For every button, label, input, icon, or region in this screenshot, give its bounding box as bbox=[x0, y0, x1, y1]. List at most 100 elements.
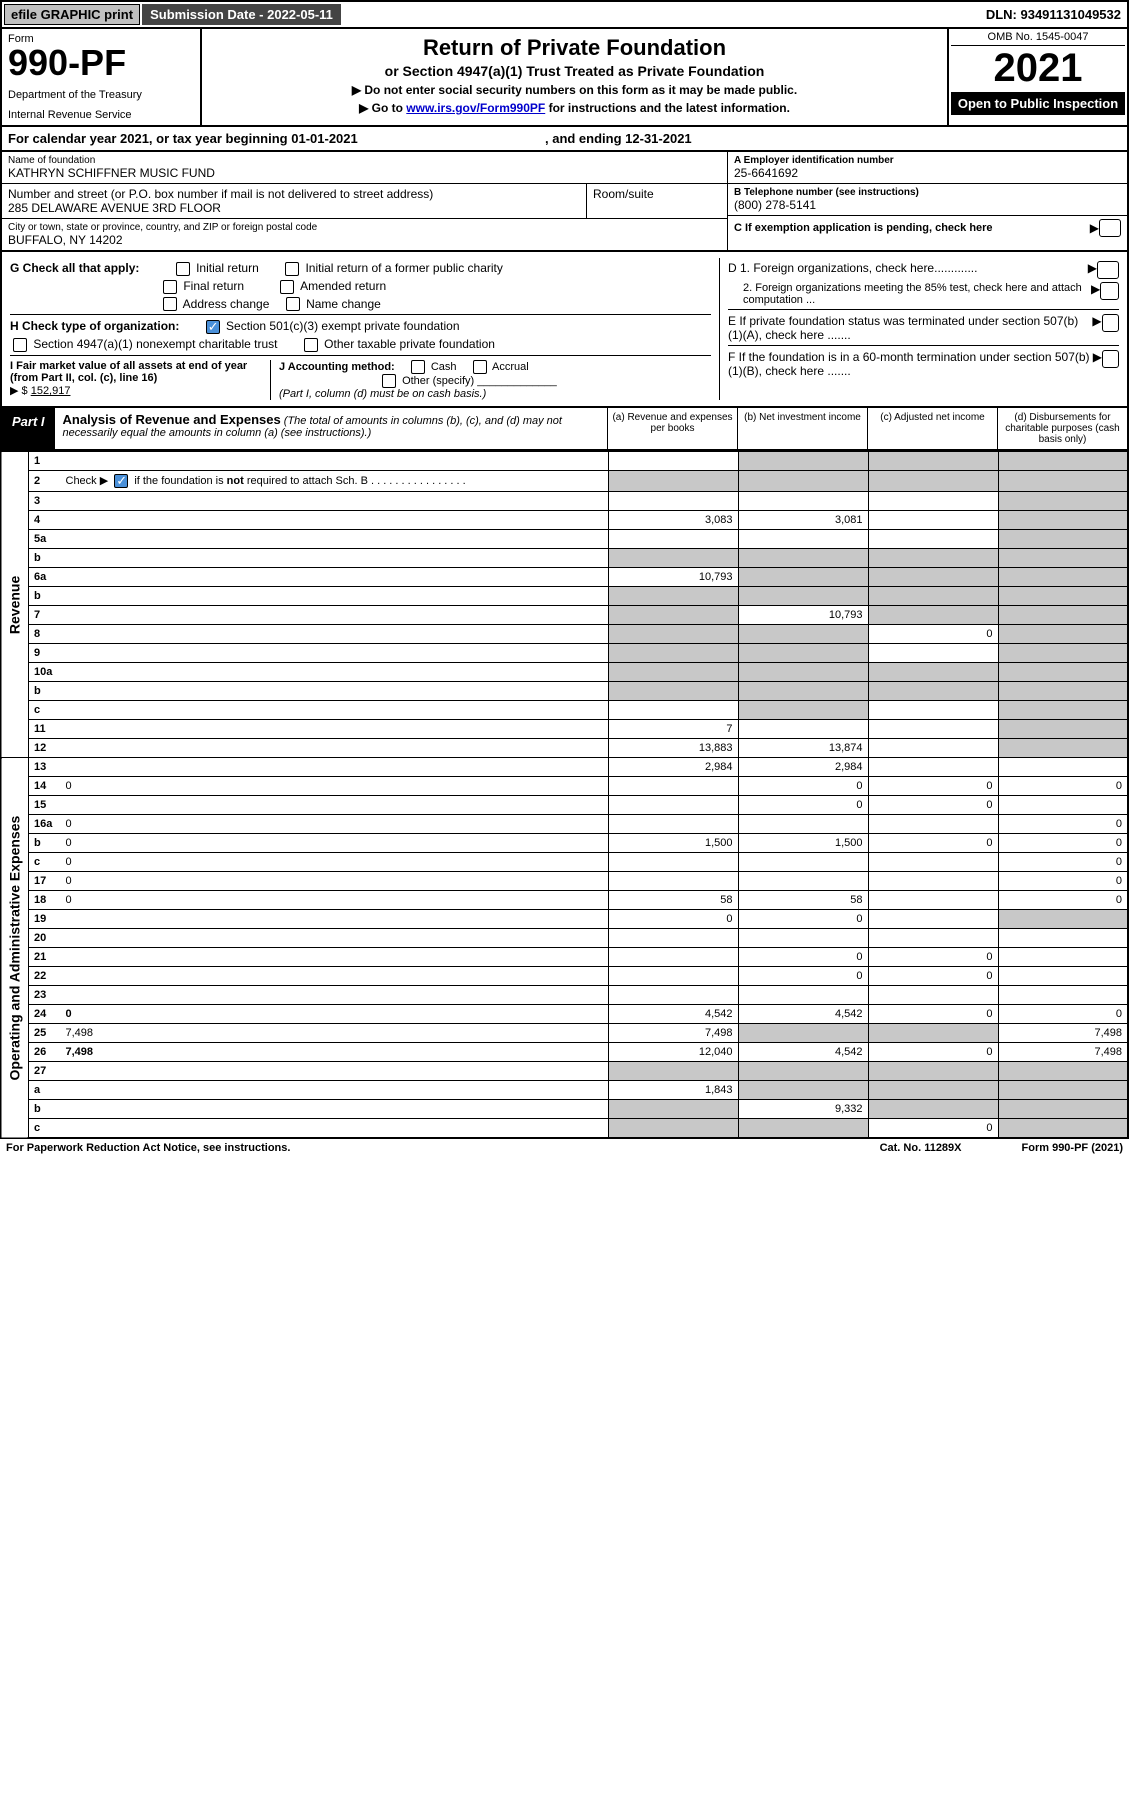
amount-cell bbox=[738, 1062, 868, 1081]
header-left: Form 990-PF Department of the Treasury I… bbox=[2, 29, 202, 125]
line-number: 27 bbox=[29, 1062, 61, 1081]
table-row: b bbox=[1, 682, 1128, 701]
amount-cell bbox=[998, 568, 1128, 587]
cb-name-change[interactable] bbox=[286, 297, 300, 311]
cb-address-change[interactable] bbox=[163, 297, 177, 311]
table-row: b9,332 bbox=[1, 1100, 1128, 1119]
line-number: 12 bbox=[29, 739, 61, 758]
table-row: c bbox=[1, 701, 1128, 720]
cb-initial-return[interactable] bbox=[176, 262, 190, 276]
line-number: 13 bbox=[29, 758, 61, 777]
cb-cash[interactable] bbox=[411, 360, 425, 374]
cb-initial-former[interactable] bbox=[285, 262, 299, 276]
amount-cell bbox=[998, 701, 1128, 720]
amount-cell: 0 bbox=[998, 815, 1128, 834]
telephone: (800) 278-5141 bbox=[734, 198, 1121, 212]
dln: DLN: 93491131049532 bbox=[980, 5, 1127, 24]
line-desc bbox=[61, 1081, 609, 1100]
amount-cell bbox=[738, 872, 868, 891]
line-number: 8 bbox=[29, 625, 61, 644]
part-i-label: Part I bbox=[2, 408, 55, 449]
amount-cell: 0 bbox=[998, 777, 1128, 796]
line-desc: 7,498 bbox=[61, 1024, 609, 1043]
amount-cell bbox=[868, 1081, 998, 1100]
amount-cell bbox=[738, 587, 868, 606]
cb-final-return[interactable] bbox=[163, 280, 177, 294]
checkbox-d2[interactable] bbox=[1100, 282, 1119, 300]
line-number: c bbox=[29, 1119, 61, 1139]
line-number: b bbox=[29, 1100, 61, 1119]
form-title: Return of Private Foundation bbox=[208, 35, 941, 61]
form-note1: ▶ Do not enter social security numbers o… bbox=[208, 83, 941, 97]
amount-cell bbox=[738, 625, 868, 644]
amount-cell bbox=[998, 549, 1128, 568]
table-row: 27 bbox=[1, 1062, 1128, 1081]
amount-cell bbox=[998, 796, 1128, 815]
amount-cell bbox=[998, 948, 1128, 967]
col-d-head: (d) Disbursements for charitable purpose… bbox=[997, 408, 1127, 449]
line-d1: D 1. Foreign organizations, check here..… bbox=[728, 261, 1119, 279]
efile-print-button[interactable]: efile GRAPHIC print bbox=[4, 4, 140, 25]
amount-cell bbox=[998, 739, 1128, 758]
amount-cell bbox=[868, 720, 998, 739]
amount-cell bbox=[998, 663, 1128, 682]
line-desc bbox=[61, 568, 609, 587]
amount-cell bbox=[608, 625, 738, 644]
amount-cell bbox=[738, 568, 868, 587]
amount-cell: 0 bbox=[868, 967, 998, 986]
line-number: 5a bbox=[29, 530, 61, 549]
table-row: Revenue1 bbox=[1, 452, 1128, 471]
amount-cell bbox=[608, 530, 738, 549]
fmv-assets: 152,917 bbox=[31, 385, 71, 397]
form-header: Form 990-PF Department of the Treasury I… bbox=[0, 29, 1129, 127]
irs-link[interactable]: www.irs.gov/Form990PF bbox=[406, 101, 545, 115]
amount-cell: 1,500 bbox=[608, 834, 738, 853]
line-i: I Fair market value of all assets at end… bbox=[10, 360, 270, 400]
amount-cell bbox=[608, 796, 738, 815]
cb-accrual[interactable] bbox=[473, 360, 487, 374]
address-row: Number and street (or P.O. box number if… bbox=[2, 184, 587, 218]
amount-cell bbox=[998, 644, 1128, 663]
line-desc bbox=[61, 492, 609, 511]
ein: 25-6641692 bbox=[734, 166, 1121, 180]
checkbox-e[interactable] bbox=[1102, 314, 1119, 332]
col-a-head: (a) Revenue and expenses per books bbox=[607, 408, 737, 449]
amount-cell bbox=[738, 1119, 868, 1139]
amount-cell: 0 bbox=[868, 834, 998, 853]
table-row: 9 bbox=[1, 644, 1128, 663]
checkbox-f[interactable] bbox=[1102, 350, 1119, 368]
line-desc: 0 bbox=[61, 872, 609, 891]
amount-cell: 12,040 bbox=[608, 1043, 738, 1062]
checkbox-d1[interactable] bbox=[1097, 261, 1119, 279]
line-desc bbox=[61, 549, 609, 568]
amount-cell bbox=[738, 720, 868, 739]
amount-cell bbox=[868, 682, 998, 701]
cb-amended[interactable] bbox=[280, 280, 294, 294]
top-bar: efile GRAPHIC print Submission Date - 20… bbox=[0, 0, 1129, 29]
table-row: 23 bbox=[1, 986, 1128, 1005]
cb-501c3[interactable] bbox=[206, 320, 220, 334]
line-number: c bbox=[29, 853, 61, 872]
cb-other-taxable[interactable] bbox=[304, 338, 318, 352]
cb-other-method[interactable] bbox=[382, 374, 396, 388]
amount-cell bbox=[868, 872, 998, 891]
amount-cell bbox=[998, 530, 1128, 549]
line-number: 26 bbox=[29, 1043, 61, 1062]
cb-4947[interactable] bbox=[13, 338, 27, 352]
amount-cell bbox=[608, 853, 738, 872]
line-number: 15 bbox=[29, 796, 61, 815]
amount-cell bbox=[738, 701, 868, 720]
amount-cell bbox=[608, 815, 738, 834]
amount-cell bbox=[998, 986, 1128, 1005]
line-desc bbox=[61, 644, 609, 663]
amount-cell bbox=[868, 853, 998, 872]
irs: Internal Revenue Service bbox=[8, 109, 194, 121]
amount-cell: 0 bbox=[868, 777, 998, 796]
amount-cell bbox=[738, 682, 868, 701]
amount-cell: 0 bbox=[998, 853, 1128, 872]
amount-cell: 2,984 bbox=[608, 758, 738, 777]
line-desc bbox=[61, 739, 609, 758]
checkbox-c[interactable] bbox=[1099, 219, 1121, 237]
amount-cell bbox=[998, 492, 1128, 511]
amount-cell: 0 bbox=[738, 910, 868, 929]
